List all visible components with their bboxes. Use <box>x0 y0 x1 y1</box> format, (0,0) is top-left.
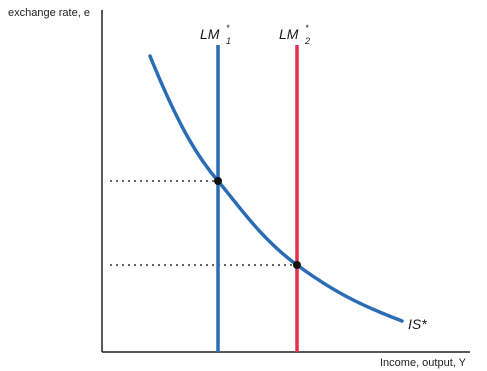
svg-text:1: 1 <box>226 36 231 46</box>
lm2-label-base: LM <box>279 26 299 42</box>
lm2-label-sup: * <box>305 23 309 33</box>
svg-text:*: * <box>226 23 230 33</box>
lm1-label-sup: * <box>226 23 230 33</box>
lm1-label-base: LM <box>200 26 220 42</box>
equilibrium-point-1 <box>214 177 222 185</box>
equilibrium-point-2 <box>293 261 301 269</box>
svg-text:LM: LM <box>200 26 220 42</box>
svg-text:2: 2 <box>304 36 310 46</box>
x-axis-label: Income, output, Y <box>380 357 467 369</box>
svg-text:*: * <box>305 23 309 33</box>
lm1-label-sub: 1 <box>226 36 231 46</box>
is-curve-label: IS* <box>408 316 427 332</box>
svg-text:LM: LM <box>279 26 299 42</box>
y-axis-label: exchange rate, e <box>8 7 90 19</box>
lm2-label-sub: 2 <box>304 36 310 46</box>
lm1-label: LM * 1 <box>200 23 231 46</box>
is-curve <box>148 54 404 323</box>
lm2-label: LM * 2 <box>279 23 310 46</box>
